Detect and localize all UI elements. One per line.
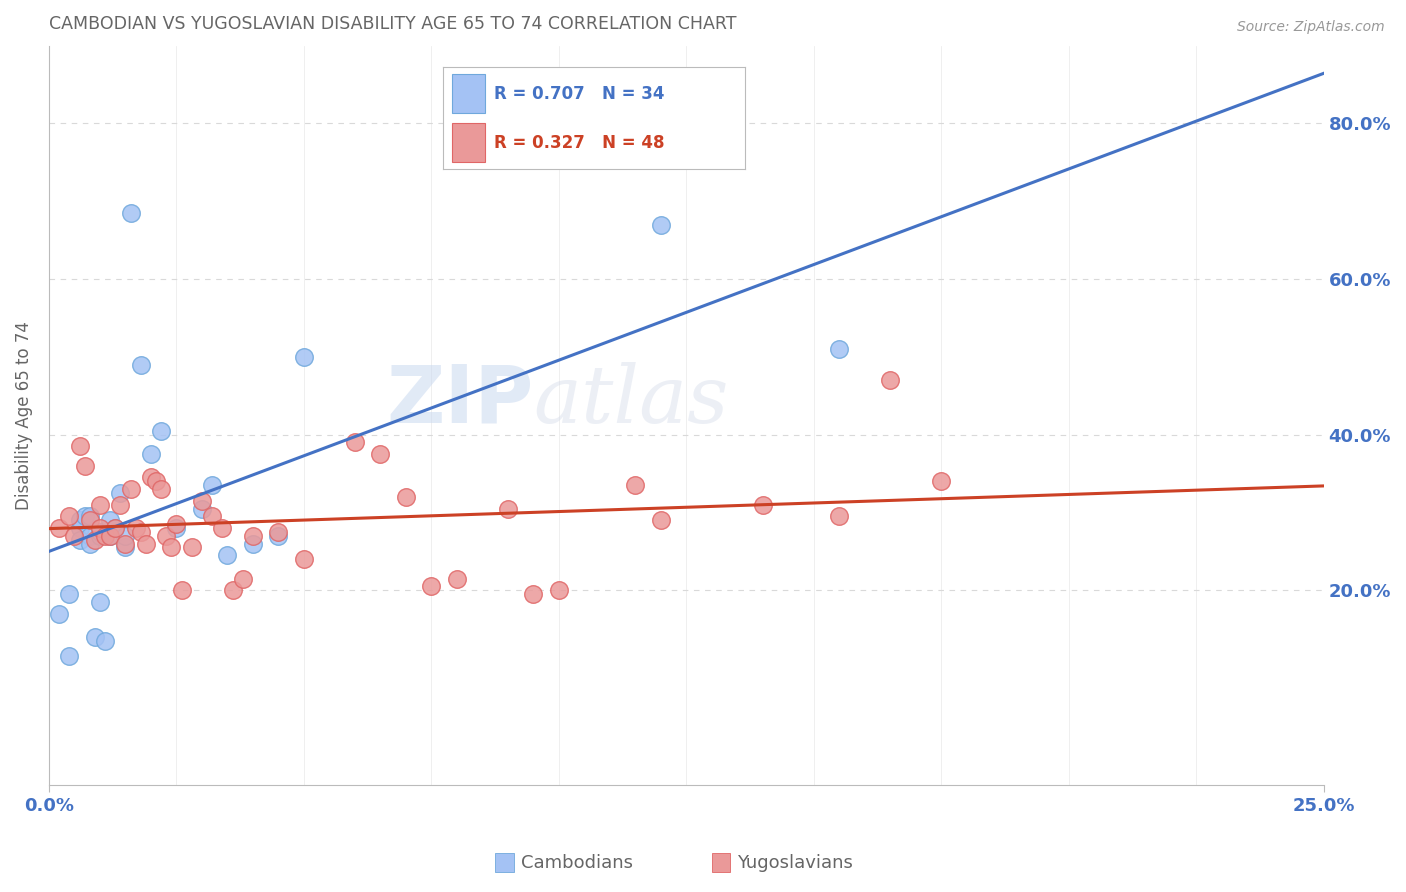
Point	[129, 524, 152, 539]
Point	[929, 475, 952, 489]
Point	[267, 524, 290, 539]
Point	[89, 498, 111, 512]
Point	[201, 478, 224, 492]
Point	[145, 475, 167, 489]
Point	[58, 509, 80, 524]
Point	[139, 447, 162, 461]
Point	[879, 373, 901, 387]
Point	[98, 529, 121, 543]
Text: ZIP: ZIP	[387, 361, 533, 440]
Point	[624, 478, 647, 492]
Point	[58, 649, 80, 664]
Point	[124, 521, 146, 535]
Point	[114, 541, 136, 555]
Point	[165, 517, 187, 532]
Y-axis label: Disability Age 65 to 74: Disability Age 65 to 74	[15, 321, 32, 509]
Point	[201, 509, 224, 524]
Point	[89, 529, 111, 543]
Point	[79, 513, 101, 527]
Point	[828, 509, 851, 524]
Point	[547, 583, 569, 598]
Point	[828, 342, 851, 356]
Point	[83, 630, 105, 644]
Text: CAMBODIAN VS YUGOSLAVIAN DISABILITY AGE 65 TO 74 CORRELATION CHART: CAMBODIAN VS YUGOSLAVIAN DISABILITY AGE …	[49, 15, 737, 33]
Point	[48, 521, 70, 535]
Point	[370, 447, 392, 461]
Text: R = 0.327   N = 48: R = 0.327 N = 48	[495, 135, 665, 153]
Point	[217, 548, 239, 562]
Point	[343, 435, 366, 450]
Point	[69, 439, 91, 453]
Point	[120, 206, 142, 220]
Point	[129, 358, 152, 372]
Point	[160, 541, 183, 555]
Point	[79, 529, 101, 543]
Point	[69, 521, 91, 535]
Text: atlas: atlas	[533, 361, 728, 439]
Point	[63, 529, 86, 543]
Point	[420, 579, 443, 593]
Point	[69, 513, 91, 527]
Point	[104, 521, 127, 535]
Point	[110, 498, 132, 512]
Point	[211, 521, 233, 535]
Point	[58, 587, 80, 601]
Text: R = 0.707   N = 34: R = 0.707 N = 34	[495, 85, 665, 103]
Point	[120, 482, 142, 496]
Point	[522, 587, 544, 601]
Point	[79, 509, 101, 524]
Point	[83, 533, 105, 547]
Point	[79, 536, 101, 550]
Point	[150, 482, 173, 496]
Point	[191, 501, 214, 516]
Point	[180, 541, 202, 555]
Point	[98, 513, 121, 527]
Point	[89, 595, 111, 609]
Text: Yugoslavians: Yugoslavians	[737, 854, 853, 871]
Point	[292, 552, 315, 566]
Point	[73, 458, 96, 473]
Point	[242, 529, 264, 543]
Point	[114, 529, 136, 543]
Point	[267, 529, 290, 543]
Point	[242, 536, 264, 550]
Point	[110, 486, 132, 500]
Point	[170, 583, 193, 598]
FancyBboxPatch shape	[451, 74, 485, 113]
Point	[751, 498, 773, 512]
Point	[98, 529, 121, 543]
Point	[221, 583, 243, 598]
FancyBboxPatch shape	[451, 123, 485, 162]
Text: Cambodians: Cambodians	[520, 854, 633, 871]
Point	[89, 524, 111, 539]
Point	[191, 493, 214, 508]
Point	[69, 533, 91, 547]
Point	[650, 513, 672, 527]
Point	[395, 490, 418, 504]
Point	[139, 470, 162, 484]
Point	[114, 536, 136, 550]
Point	[292, 350, 315, 364]
Point	[135, 536, 157, 550]
Point	[155, 529, 177, 543]
Point	[150, 424, 173, 438]
Point	[104, 521, 127, 535]
Point	[48, 607, 70, 621]
Point	[94, 529, 117, 543]
Point	[232, 572, 254, 586]
Point	[73, 509, 96, 524]
Point	[89, 521, 111, 535]
Point	[446, 572, 468, 586]
Point	[94, 633, 117, 648]
Point	[650, 218, 672, 232]
Point	[496, 501, 519, 516]
Text: Source: ZipAtlas.com: Source: ZipAtlas.com	[1237, 20, 1385, 34]
Point	[165, 521, 187, 535]
